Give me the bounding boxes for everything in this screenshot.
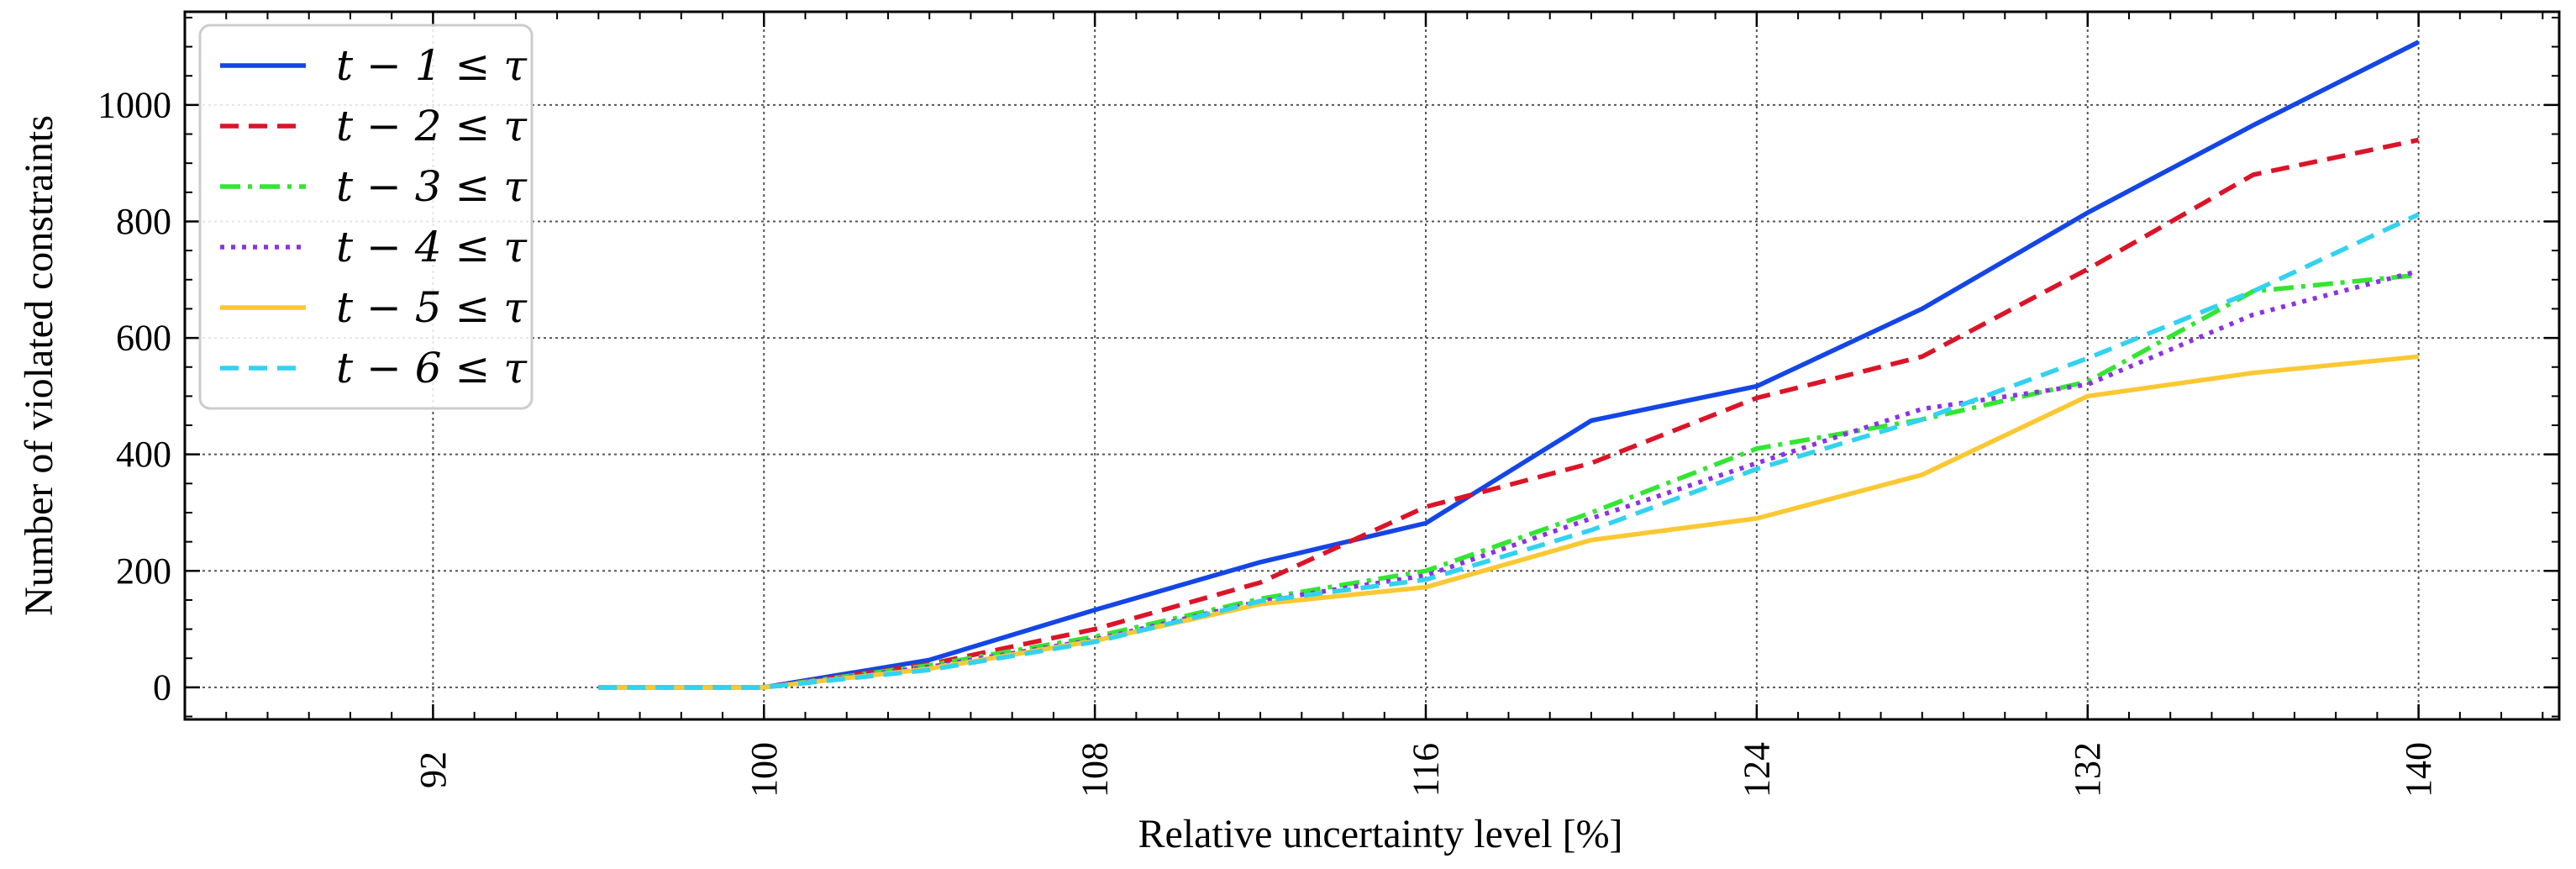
x-tick-label: 100 xyxy=(744,742,785,798)
legend-label: t − 5 ≤ τ xyxy=(336,283,528,332)
plot-area xyxy=(183,10,2561,721)
x-tick-label: 116 xyxy=(1406,743,1447,797)
series-line-1 xyxy=(598,40,2420,690)
y-tick-label: 800 xyxy=(116,201,171,242)
legend: t − 1 ≤ τ t − 2 ≤ τ t − 3 ≤ τ t − 4 ≤ τ t − … xyxy=(198,24,534,410)
y-tick-label: 400 xyxy=(116,434,171,475)
y-tick-label: 200 xyxy=(116,550,171,592)
series-line-3 xyxy=(598,272,2419,690)
x-tick-label: 132 xyxy=(2067,742,2108,798)
y-tick-label: 0 xyxy=(153,666,171,708)
series-line-5 xyxy=(598,354,2419,690)
x-tick-label: 92 xyxy=(413,751,454,788)
legend-label: t − 4 ≤ τ xyxy=(336,223,528,271)
y-tick-label: 1000 xyxy=(97,84,171,125)
legend-label: t − 1 ≤ τ xyxy=(336,41,528,90)
grid xyxy=(185,12,2559,719)
tick-labels: 92 100 108 116 124 132 140 0 200 400 600 800 1000 xyxy=(97,84,2439,798)
x-tick-label: 124 xyxy=(1736,742,1777,798)
y-axis-title: Number of violated constraints xyxy=(17,115,61,616)
ticks xyxy=(184,12,2559,719)
series-group xyxy=(598,40,2420,690)
x-tick-label: 140 xyxy=(2398,742,2439,798)
series-line-6 xyxy=(598,212,2420,690)
legend-label: t − 2 ≤ τ xyxy=(336,102,528,150)
legend-label: t − 3 ≤ τ xyxy=(336,162,528,211)
legend-box xyxy=(198,24,534,410)
legend-label: t − 6 ≤ τ xyxy=(336,344,528,392)
x-tick-label: 108 xyxy=(1075,742,1116,798)
y-tick-label: 600 xyxy=(116,318,171,359)
x-axis-title: Relative uncertainty level [%] xyxy=(1138,812,1622,856)
series-line-4 xyxy=(598,268,2420,690)
